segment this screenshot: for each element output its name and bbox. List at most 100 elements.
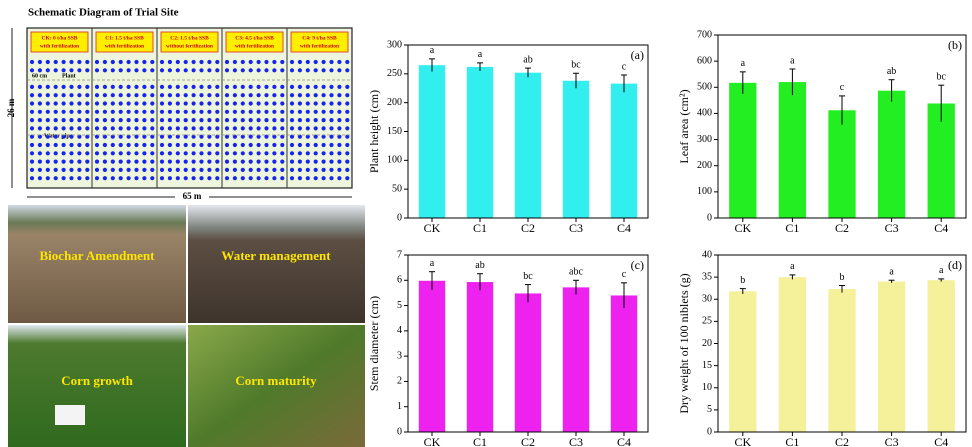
plant-dot bbox=[207, 143, 211, 147]
plant-dot bbox=[38, 110, 42, 114]
plant-dot bbox=[62, 101, 66, 105]
plant-dot bbox=[264, 85, 268, 89]
plant-dot bbox=[272, 60, 276, 64]
plant-dot bbox=[329, 151, 333, 155]
plant-dot bbox=[150, 60, 154, 64]
plant-dot bbox=[192, 60, 196, 64]
plant-dot bbox=[184, 160, 188, 164]
photos: Biochar Amendment Water management Corn … bbox=[8, 205, 365, 447]
plant-dot bbox=[337, 60, 341, 64]
plant-dot bbox=[160, 118, 164, 122]
plant-dot bbox=[127, 60, 131, 64]
plant-dot bbox=[290, 101, 294, 105]
plant-dot bbox=[264, 110, 268, 114]
plant-dot bbox=[46, 60, 50, 64]
y-tick-label: 700 bbox=[697, 29, 712, 40]
plant-dot bbox=[85, 85, 89, 89]
plant-dot bbox=[111, 118, 115, 122]
x-tick-label: C3 bbox=[569, 435, 583, 447]
plant-dot bbox=[264, 151, 268, 155]
plant-dot bbox=[38, 118, 42, 122]
plant-dot bbox=[272, 126, 276, 130]
plant-dot bbox=[77, 60, 81, 64]
plant-dot bbox=[38, 151, 42, 155]
plant-dot bbox=[199, 160, 203, 164]
plant-dot bbox=[30, 68, 34, 72]
plant-dot bbox=[85, 60, 89, 64]
plant-dot bbox=[54, 110, 58, 114]
plant-dot bbox=[272, 168, 276, 172]
plant-dot bbox=[314, 126, 318, 130]
plant-dot bbox=[111, 101, 115, 105]
plant-dot bbox=[85, 160, 89, 164]
plant-dot bbox=[119, 143, 123, 147]
plant-dot bbox=[233, 85, 237, 89]
x-tick-label: C1 bbox=[473, 435, 487, 447]
panel-label: (c) bbox=[631, 258, 644, 272]
plant-dot bbox=[290, 60, 294, 64]
plot-note: with fertilization bbox=[300, 43, 339, 49]
plant-dot bbox=[46, 176, 50, 180]
plant-dot bbox=[160, 68, 164, 72]
plant-dot bbox=[329, 93, 333, 97]
plant-dot bbox=[241, 93, 245, 97]
plant-dot bbox=[69, 176, 73, 180]
plant-dot bbox=[176, 110, 180, 114]
y-tick-label: 7 bbox=[397, 249, 402, 260]
plant-dot bbox=[127, 110, 131, 114]
plant-dot bbox=[199, 93, 203, 97]
plant-dot bbox=[298, 60, 302, 64]
plant-dot bbox=[322, 60, 326, 64]
significance-letter: abc bbox=[569, 267, 583, 278]
plant-dot bbox=[280, 93, 284, 97]
plant-dot bbox=[199, 126, 203, 130]
plant-dot bbox=[150, 68, 154, 72]
plot-name: C4: 9 t/ha SSB bbox=[302, 35, 337, 41]
height-label: 26 m bbox=[6, 98, 16, 117]
plant-dot bbox=[257, 85, 261, 89]
plant-dot bbox=[225, 126, 229, 130]
plant-dot bbox=[233, 110, 237, 114]
y-tick-label: 1 bbox=[397, 401, 402, 412]
plant-dot bbox=[249, 143, 253, 147]
plant-dot bbox=[272, 118, 276, 122]
plant-dot bbox=[215, 93, 219, 97]
plant-dot bbox=[337, 176, 341, 180]
plant-dot bbox=[322, 160, 326, 164]
plant-dot bbox=[184, 101, 188, 105]
y-tick-label: 5 bbox=[397, 300, 402, 311]
plant-dot bbox=[127, 85, 131, 89]
plant-dot bbox=[298, 160, 302, 164]
plant-dot bbox=[176, 160, 180, 164]
plant-dot bbox=[46, 85, 50, 89]
plant-dot bbox=[322, 151, 326, 155]
plant-dot bbox=[95, 68, 99, 72]
plant-dot bbox=[54, 160, 58, 164]
y-tick-label: 4 bbox=[397, 325, 402, 336]
plant-dot bbox=[62, 126, 66, 130]
plant-dot bbox=[314, 168, 318, 172]
x-tick-label: C2 bbox=[835, 221, 849, 235]
plant-dot bbox=[345, 151, 349, 155]
plant-dot bbox=[77, 110, 81, 114]
x-tick-label: CK bbox=[734, 221, 751, 235]
plant-dot bbox=[119, 60, 123, 64]
bar bbox=[611, 295, 637, 432]
plant-dot bbox=[329, 68, 333, 72]
bar bbox=[729, 83, 756, 218]
plant-dot bbox=[322, 168, 326, 172]
plant-dot bbox=[119, 168, 123, 172]
plant-dot bbox=[225, 93, 229, 97]
plant-dot bbox=[184, 93, 188, 97]
spacing-label: 60 cm bbox=[32, 73, 47, 79]
plant-dot bbox=[322, 101, 326, 105]
plant-dot bbox=[103, 151, 107, 155]
plot-name: C1: 1.5 t/ha SSB bbox=[105, 35, 144, 41]
plant-dot bbox=[77, 176, 81, 180]
plant-dot bbox=[345, 143, 349, 147]
plant-dot bbox=[298, 93, 302, 97]
plant-dot bbox=[69, 143, 73, 147]
plant-dot bbox=[176, 93, 180, 97]
y-tick-label: 35 bbox=[702, 271, 712, 282]
plant-dot bbox=[192, 160, 196, 164]
